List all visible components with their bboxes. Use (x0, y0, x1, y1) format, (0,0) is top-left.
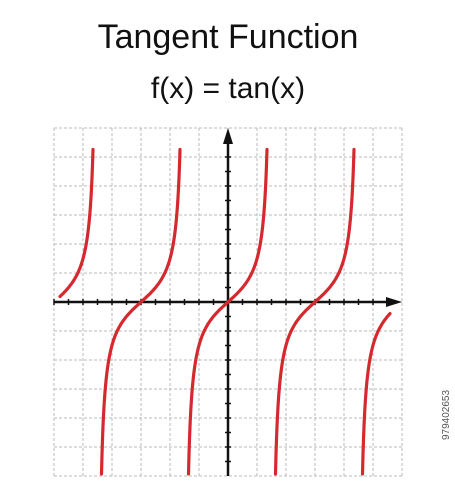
grid (53, 127, 403, 477)
tangent-branch (273, 147, 356, 476)
tangent-branch (360, 312, 392, 476)
y-arrow (223, 128, 233, 144)
watermark-id: 979402653 (441, 390, 452, 440)
curves (58, 147, 392, 476)
formula: f(x) = tan(x) (151, 72, 305, 105)
title: Tangent Function (98, 18, 359, 56)
axes (53, 128, 402, 476)
x-arrow (386, 297, 402, 307)
tangent-branch (186, 147, 269, 476)
tangent-branch (99, 147, 182, 476)
tangent-branch (58, 147, 95, 299)
